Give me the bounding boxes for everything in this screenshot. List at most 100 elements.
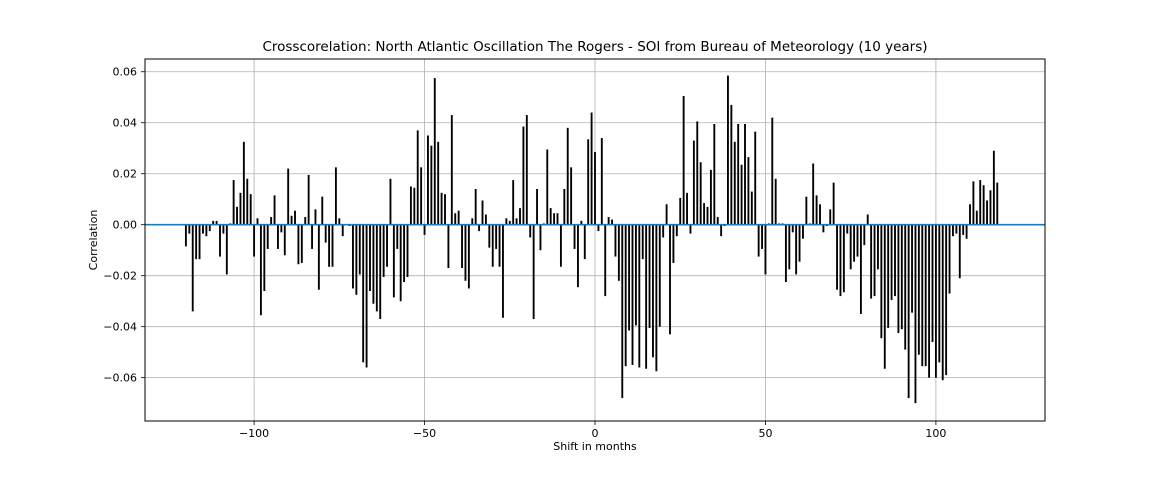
correlation-bar	[297, 224, 300, 265]
correlation-bar	[219, 224, 221, 257]
correlation-bar	[832, 182, 835, 225]
correlation-bar	[525, 115, 528, 225]
correlation-bar	[375, 224, 378, 312]
correlation-bar	[406, 224, 409, 277]
correlation-bar	[761, 224, 763, 249]
correlation-bar	[341, 224, 344, 237]
correlation-bar	[597, 224, 600, 232]
correlation-bar	[634, 224, 637, 326]
correlation-bar	[948, 224, 951, 294]
correlation-bar	[870, 224, 873, 299]
correlation-bar	[686, 192, 688, 225]
y-tick-label: 0.02	[113, 168, 138, 181]
correlation-bar	[413, 187, 416, 225]
correlation-bar	[607, 217, 610, 225]
correlation-bar	[839, 224, 842, 297]
correlation-bar	[379, 224, 382, 320]
correlation-bar	[512, 180, 515, 225]
correlation-bar	[853, 224, 856, 262]
correlation-bar	[795, 224, 798, 275]
correlation-bar	[737, 124, 740, 225]
correlation-bar	[890, 224, 893, 300]
correlation-bar	[652, 224, 654, 358]
correlation-bar	[689, 224, 692, 234]
correlation-bar	[969, 204, 971, 225]
correlation-bar	[294, 210, 296, 225]
correlation-bar	[784, 224, 787, 283]
correlation-bar	[587, 139, 590, 225]
correlation-bar	[290, 215, 293, 225]
correlation-bar	[399, 224, 402, 302]
grid-lines	[145, 59, 1045, 421]
correlation-bar	[764, 224, 767, 275]
correlation-bar	[696, 121, 699, 225]
correlation-bar	[212, 220, 215, 225]
correlation-bar	[403, 224, 406, 283]
correlation-bar	[529, 224, 532, 238]
correlation-bar	[669, 224, 671, 335]
correlation-bar	[805, 196, 808, 225]
correlation-bar	[362, 224, 365, 363]
x-tick-label: −50	[413, 427, 436, 440]
correlation-bar	[771, 117, 774, 225]
correlation-bar	[202, 224, 204, 234]
correlation-bar	[730, 104, 733, 225]
correlation-bar	[996, 182, 999, 225]
correlation-bar	[570, 167, 573, 225]
correlation-bar	[986, 200, 988, 225]
correlation-bar	[471, 218, 474, 225]
correlation-bar	[965, 224, 968, 239]
correlation-bar	[191, 224, 194, 312]
correlation-bar	[815, 195, 818, 225]
y-tick-label: −0.04	[103, 321, 137, 334]
correlation-bar	[580, 220, 583, 225]
correlation-bar	[713, 124, 716, 225]
correlation-bar	[488, 224, 491, 248]
correlation-bar	[420, 167, 423, 225]
correlation-bar	[849, 224, 852, 270]
correlation-bar	[283, 224, 286, 256]
correlation-bar	[563, 189, 566, 225]
plot-area-frame	[144, 58, 1046, 422]
correlation-bar	[645, 224, 648, 369]
correlation-bar	[324, 224, 327, 243]
correlation-bar	[740, 164, 743, 225]
correlation-bar	[372, 224, 375, 304]
correlation-bar	[495, 224, 498, 249]
correlation-bar	[791, 224, 794, 233]
correlation-bar	[352, 224, 354, 289]
correlation-bar	[798, 224, 801, 262]
correlation-bar	[389, 178, 392, 225]
correlation-bar	[962, 224, 965, 235]
y-tick-label: 0.00	[113, 219, 138, 232]
correlation-bar	[617, 224, 620, 281]
chart-title: Crosscorelation: North Atlantic Oscillat…	[262, 39, 927, 55]
correlation-bar	[958, 224, 961, 279]
correlation-bar	[672, 224, 675, 263]
correlation-bar	[242, 141, 245, 225]
correlation-bar	[358, 224, 361, 275]
correlation-bar	[280, 224, 283, 233]
correlation-bar	[788, 224, 791, 270]
correlation-bar	[502, 224, 504, 318]
correlation-bar	[450, 115, 453, 225]
correlation-bar	[386, 224, 388, 267]
correlation-bar	[307, 174, 310, 225]
correlation-bar	[992, 150, 995, 225]
correlation-bar	[498, 224, 501, 267]
correlation-bar	[556, 213, 559, 225]
correlation-bar	[631, 224, 634, 365]
correlation-bar	[464, 224, 467, 281]
correlation-bar	[328, 224, 331, 267]
y-tick-label: 0.04	[113, 117, 138, 130]
correlation-bar	[829, 209, 832, 225]
correlation-bar	[665, 204, 668, 225]
correlation-bar	[641, 224, 644, 260]
correlation-bar	[273, 195, 276, 225]
correlation-bar	[934, 224, 937, 378]
x-tick-label: 50	[758, 427, 772, 440]
correlation-bar	[648, 224, 651, 328]
correlation-bar	[859, 224, 862, 314]
correlation-bar	[628, 224, 631, 331]
